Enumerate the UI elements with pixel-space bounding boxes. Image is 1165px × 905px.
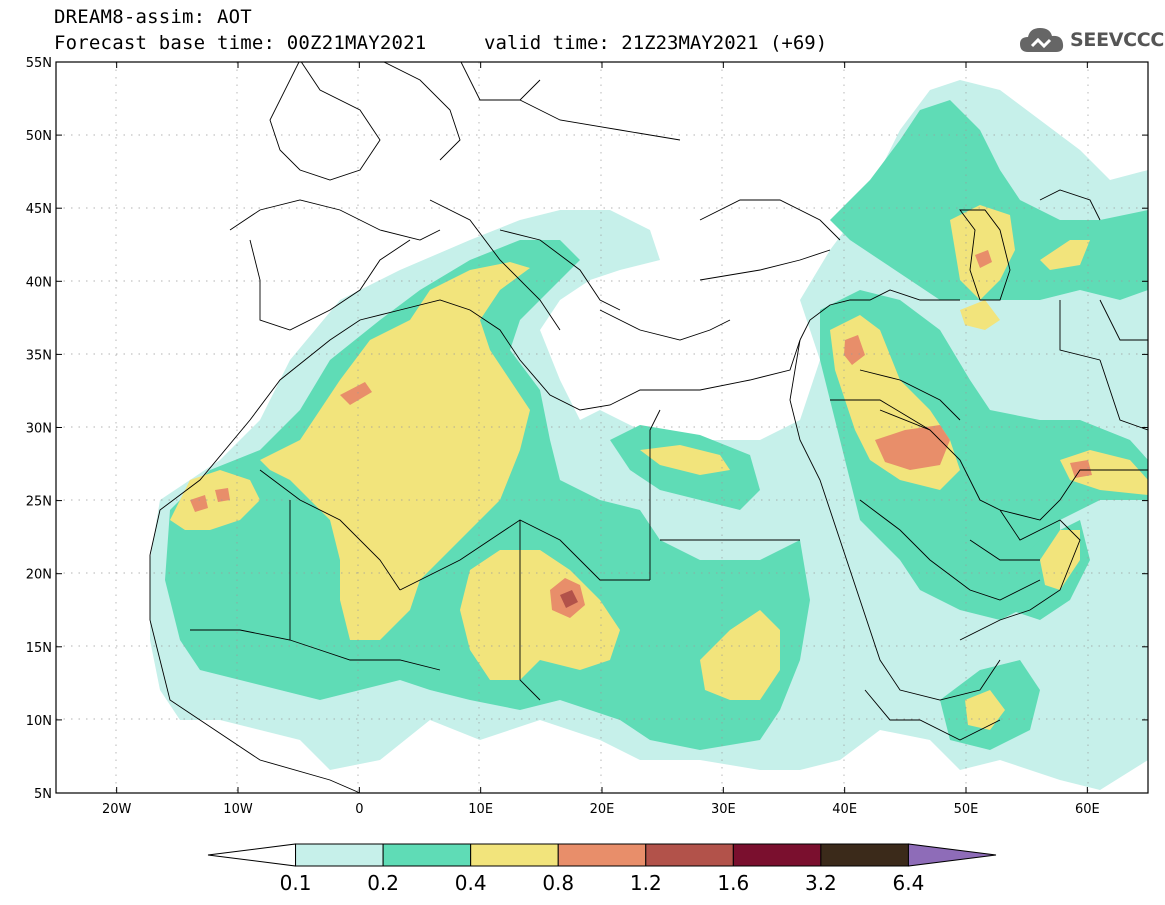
lat-label: 30N	[26, 422, 52, 437]
colorbar-label: 1.6	[717, 871, 749, 895]
colorbar-label: 3.2	[805, 871, 837, 895]
colorbar-swatch	[382, 843, 472, 867]
colorbar-label: 0.4	[455, 871, 487, 895]
colorbar-label: 0.2	[367, 871, 399, 895]
lon-label: 30E	[711, 802, 736, 817]
lon-label: 20W	[102, 802, 132, 817]
lon-label: 10E	[468, 802, 493, 817]
logo-text: SEEVCCC	[1070, 29, 1165, 51]
lat-label: 35N	[26, 348, 52, 363]
colorbar-swatch	[820, 843, 909, 867]
colorbar-swatch	[557, 843, 647, 867]
lon-label: 0	[355, 802, 363, 817]
aot-level-0.4	[170, 205, 1148, 730]
lat-label: 10N	[26, 714, 52, 729]
colorbar-low-arrow	[207, 843, 297, 867]
lat-label: 5N	[34, 787, 52, 802]
colorbar-high-arrow	[907, 843, 997, 867]
coastlines-borders	[149, 62, 1148, 793]
lon-label: 50E	[954, 802, 979, 817]
colorbar-label: 6.4	[893, 871, 925, 895]
seevccc-logo: SEEVCCC	[1018, 24, 1164, 56]
aot-level-1.2	[560, 590, 578, 608]
colorbar-swatch	[295, 843, 384, 867]
lon-label: 40E	[832, 802, 857, 817]
colorbar-label: 0.8	[542, 871, 574, 895]
valid-time: valid time: 21Z23MAY2021 (+69)	[484, 32, 828, 54]
aot-contour-fields	[150, 80, 1148, 790]
latitude-axis: 55N 50N 45N 40N 35N 30N 25N 20N 15N 10N 5N	[26, 56, 1148, 802]
lat-label: 45N	[26, 202, 52, 217]
forecast-base-time: Forecast base time: 00Z21MAY2021	[54, 32, 427, 54]
lat-label: 55N	[26, 56, 52, 71]
lat-label: 50N	[26, 129, 52, 144]
lat-label: 20N	[26, 568, 52, 583]
lat-label: 15N	[26, 641, 52, 656]
colorbar: 0.1 0.2 0.4 0.8 1.2 1.6 3.2 6.4	[207, 843, 997, 895]
colorbar-swatch	[645, 843, 734, 867]
lon-label: 20E	[590, 802, 615, 817]
cloud-icon	[1020, 28, 1064, 52]
lon-label: 60E	[1075, 802, 1100, 817]
colorbar-swatch	[732, 843, 822, 867]
colorbar-swatch	[470, 843, 559, 867]
colorbar-label: 0.1	[280, 871, 312, 895]
lon-label: 10W	[223, 802, 253, 817]
map-title: DREAM8-assim: AOT	[54, 6, 252, 28]
lat-label: 25N	[26, 495, 52, 510]
colorbar-label: 1.2	[630, 871, 662, 895]
lat-label: 40N	[26, 275, 52, 290]
longitude-axis: 20W 10W 0 10E 20E 30E 40E 50E 60E	[102, 62, 1100, 817]
